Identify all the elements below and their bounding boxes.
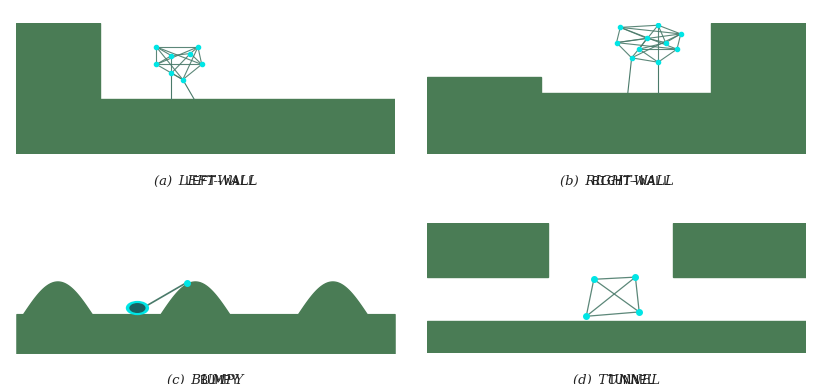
Text: TUNNEL: TUNNEL <box>607 374 655 384</box>
Text: (d) TUNNEL: (d) TUNNEL <box>573 374 660 384</box>
Bar <box>427 78 541 154</box>
Circle shape <box>130 304 145 312</box>
Text: RIGHT-WALL: RIGHT-WALL <box>591 175 672 188</box>
Bar <box>711 23 806 93</box>
Bar <box>673 223 806 277</box>
Text: BUMPY: BUMPY <box>201 374 240 384</box>
Circle shape <box>127 302 148 314</box>
Bar <box>427 321 806 353</box>
Bar <box>16 99 395 154</box>
Bar <box>16 23 99 99</box>
Text: LEFT-WALL: LEFT-WALL <box>184 175 256 188</box>
Text: (a) LEFT-WALL: (a) LEFT-WALL <box>154 175 257 188</box>
Bar <box>427 93 806 154</box>
Text: (c) BUMPY: (c) BUMPY <box>168 374 243 384</box>
Bar <box>427 223 548 277</box>
Text: (b) RIGHT-WALL: (b) RIGHT-WALL <box>560 175 673 188</box>
